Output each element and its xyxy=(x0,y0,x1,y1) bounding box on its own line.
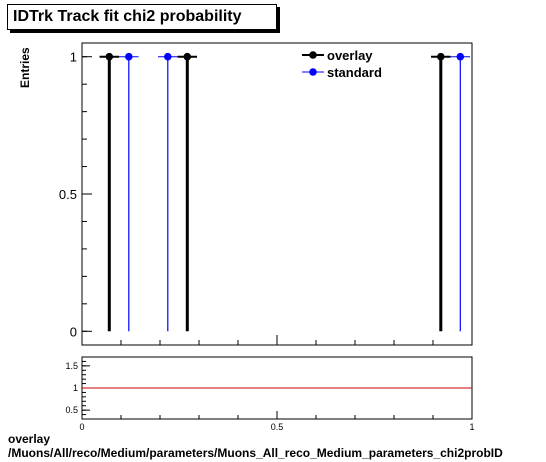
ratio-x-tick-label: 0 xyxy=(79,422,84,430)
series-1-point xyxy=(125,52,133,61)
legend-marker-0 xyxy=(309,51,317,59)
series-0-point xyxy=(183,52,192,61)
legend: overlay standard xyxy=(302,48,382,80)
ratio-x-tick-label: 1 xyxy=(469,422,474,430)
title-box: IDTrk Track fit chi2 probability xyxy=(7,4,277,30)
ratio-x-tick-label: 0.5 xyxy=(271,422,284,430)
series-1-point xyxy=(456,52,465,61)
ratio-plot-content: 0.511.500.51Track fit p(χ²) xyxy=(65,361,474,430)
y-tick-label: 0.5 xyxy=(59,187,77,202)
series-1-point xyxy=(164,52,172,61)
chart-canvas: 00.51 0.511.500.51Track fit p(χ²) overla… xyxy=(59,42,475,430)
ratio-y-tick-label: 1 xyxy=(73,383,78,393)
legend-label-0: overlay xyxy=(327,48,373,63)
footer-path: /Muons/All/reco/Medium/parameters/Muons_… xyxy=(8,446,503,460)
main-plot-content: 00.51 xyxy=(59,50,473,345)
footer-label: overlay xyxy=(8,432,51,446)
y-tick-label: 1 xyxy=(70,50,77,65)
series-0-point xyxy=(105,52,114,61)
chart-title: IDTrk Track fit chi2 probability xyxy=(13,8,242,25)
ratio-y-tick-label: 1.5 xyxy=(65,361,78,371)
legend-marker-1 xyxy=(309,68,317,76)
main-plot-frame xyxy=(81,42,473,346)
legend-label-1: standard xyxy=(327,65,382,80)
y-tick-label: 0 xyxy=(70,324,77,339)
series-0-point xyxy=(437,52,445,61)
ratio-y-tick-label: 0.5 xyxy=(65,405,78,415)
